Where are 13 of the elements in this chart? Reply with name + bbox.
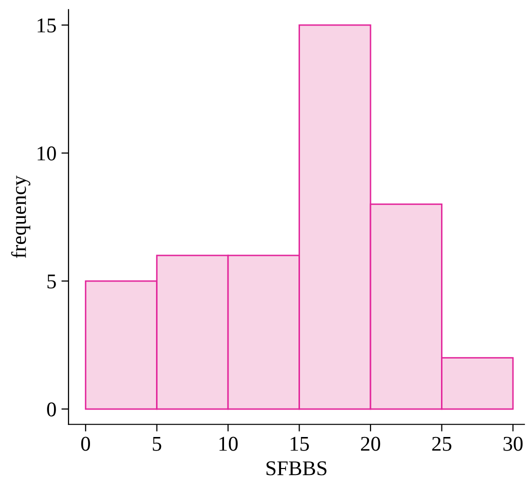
y-tick-label: 0	[47, 402, 56, 416]
x-tick-label: 10	[219, 436, 238, 451]
x-tick-label: 0	[81, 436, 90, 451]
y-tick-label: 10	[38, 146, 56, 160]
x-tick-label: 15	[290, 436, 309, 451]
x-axis-title: SFBBS	[266, 461, 326, 476]
x-tick-label: 5	[152, 436, 162, 451]
x-tick-label: 20	[361, 436, 380, 451]
y-tick-label: 15	[38, 18, 56, 32]
y-tick-label: 5	[48, 274, 56, 288]
y-axis-title: frequency	[11, 175, 30, 258]
x-tick-label: 25	[432, 436, 452, 451]
x-tick-label: 30	[504, 436, 523, 451]
